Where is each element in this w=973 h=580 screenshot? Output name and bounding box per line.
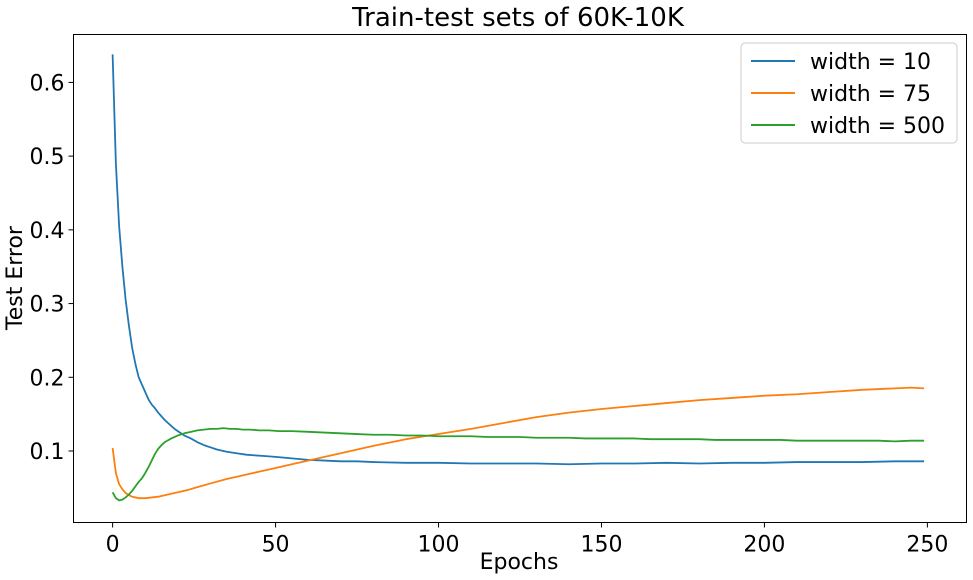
legend-label-1: width = 10 xyxy=(810,50,931,75)
y-tick-label: 0.2 xyxy=(30,366,65,391)
legend-box xyxy=(740,42,958,144)
legend-label-2: width = 75 xyxy=(810,82,931,107)
chart-title: Train-test sets of 60K-10K xyxy=(351,3,685,33)
x-tick-label: 0 xyxy=(106,533,120,558)
series-line-2 xyxy=(111,386,925,500)
series-line-1 xyxy=(111,54,925,466)
y-tick-label: 0.3 xyxy=(30,293,65,318)
y-axis: 0.1 0.2 0.3 0.4 0.5 0.6 xyxy=(30,71,74,465)
y-tick-label: 0.6 xyxy=(30,71,65,96)
x-axis: 0 50 100 150 200 250 xyxy=(106,522,948,558)
series-line-3 xyxy=(111,427,925,502)
y-tick-label: 0.1 xyxy=(30,440,65,465)
x-tick-label: 200 xyxy=(743,533,785,558)
y-tick-label: 0.5 xyxy=(30,145,65,170)
legend: width = 10 width = 75 width = 500 xyxy=(740,42,958,144)
y-tick-label: 0.4 xyxy=(30,219,65,244)
plot-area-frame xyxy=(73,34,967,523)
y-axis-label: Test Error xyxy=(3,225,28,331)
x-axis-label: Epochs xyxy=(480,550,559,575)
x-tick-label: 150 xyxy=(580,533,622,558)
series-layer xyxy=(111,54,925,502)
x-tick-label: 100 xyxy=(418,533,460,558)
legend-label-3: width = 500 xyxy=(810,114,945,139)
x-tick-label: 250 xyxy=(906,533,948,558)
x-tick-label: 50 xyxy=(262,533,290,558)
